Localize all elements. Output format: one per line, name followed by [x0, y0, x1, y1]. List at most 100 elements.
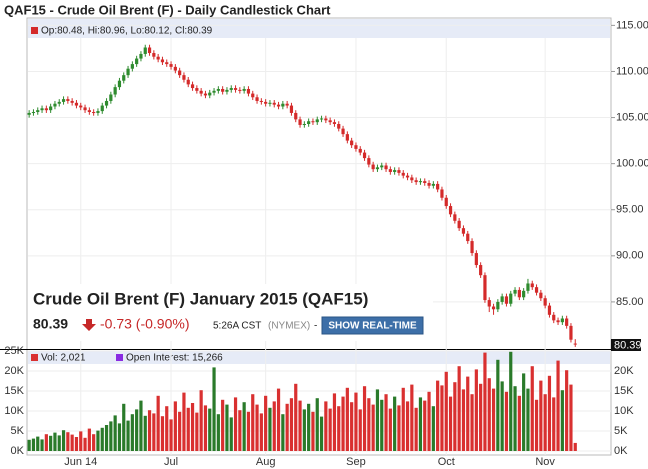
- candle-body: [74, 102, 79, 106]
- candle-body: [199, 90, 203, 94]
- volume-bar: [526, 388, 530, 451]
- volume-bar: [246, 411, 251, 451]
- volume-bar: [255, 404, 259, 451]
- volume-bar: [560, 390, 564, 451]
- volume-bar: [122, 403, 126, 451]
- y-tick-label: 0K: [11, 445, 25, 457]
- candle-body: [264, 101, 268, 104]
- volume-bar: [315, 398, 319, 451]
- candle-body: [393, 170, 397, 172]
- candle-body: [27, 112, 31, 115]
- volume-bar: [414, 407, 418, 451]
- candle-body: [178, 70, 182, 76]
- volume-bar: [328, 408, 332, 451]
- legend-text: Open Interest: 15,266: [126, 353, 223, 364]
- volume-bar: [530, 366, 534, 451]
- candle-body: [242, 88, 246, 91]
- volume-bar: [203, 405, 208, 451]
- volume-bar: [384, 394, 388, 451]
- candle-body: [517, 289, 521, 298]
- candle-body: [165, 62, 169, 65]
- y-tick-label: 20K: [4, 365, 24, 377]
- volume-bar: [259, 413, 263, 451]
- candle-body: [152, 53, 156, 57]
- volume-bar: [36, 436, 40, 451]
- candle-body: [440, 189, 444, 198]
- candle-body: [212, 90, 216, 93]
- realtime-button-label[interactable]: SHOW REAL-TIME: [328, 321, 417, 332]
- y-tick-label-right: 10K: [614, 405, 634, 417]
- candle-body: [358, 148, 362, 153]
- volume-bar: [70, 434, 74, 451]
- candle-body: [272, 102, 276, 105]
- volume-bar: [375, 389, 380, 451]
- candle-body: [311, 121, 315, 123]
- candle-body: [500, 296, 504, 302]
- volume-bar: [117, 423, 122, 451]
- volume-bar: [543, 394, 547, 451]
- volume-bar: [298, 400, 302, 451]
- y-tick-label: 105.00: [616, 111, 648, 123]
- y-tick-label: 100.00: [616, 158, 648, 170]
- candle-body: [556, 320, 560, 323]
- candle-body: [569, 325, 573, 340]
- candle-body: [307, 121, 311, 125]
- volume-bar: [337, 406, 341, 451]
- candle-body: [457, 220, 461, 229]
- volume-bar: [178, 411, 182, 451]
- volume-bar: [135, 409, 139, 451]
- volume-bar: [444, 371, 448, 451]
- candle-body: [259, 100, 263, 102]
- candle-body: [474, 253, 478, 266]
- volume-bar: [169, 419, 173, 451]
- volume-bar: [289, 398, 294, 451]
- volume-bar: [53, 432, 57, 451]
- volume-bar: [423, 400, 427, 451]
- candle-body: [483, 275, 487, 301]
- volume-bar: [474, 369, 478, 451]
- volume-bar: [216, 414, 220, 451]
- candle-body: [61, 99, 66, 102]
- candle-body: [225, 89, 229, 92]
- volume-legend-strip: [28, 351, 610, 364]
- x-tick-label: Sep: [346, 456, 366, 468]
- candle-body: [40, 108, 44, 111]
- volume-bar: [212, 367, 216, 451]
- realtime-button[interactable]: [321, 316, 424, 335]
- candle-body: [418, 181, 423, 183]
- candle-body: [285, 103, 289, 106]
- legend-strip: [28, 19, 610, 38]
- volume-bar: [87, 428, 91, 451]
- candle-body: [453, 214, 457, 221]
- candle-body: [337, 124, 341, 129]
- candle-body: [444, 197, 448, 207]
- candle-body: [487, 300, 491, 307]
- candle-body: [126, 68, 130, 76]
- volume-bar: [517, 395, 521, 451]
- candle-body: [57, 101, 61, 104]
- candle-body: [276, 104, 281, 107]
- candle-body: [539, 292, 543, 299]
- candle-body: [560, 318, 564, 323]
- candle-body: [96, 111, 100, 113]
- price-change: -0.73 (-0.90%): [100, 316, 189, 332]
- candle-body: [543, 298, 547, 306]
- volume-bar: [354, 392, 358, 451]
- candle-body: [233, 88, 238, 90]
- y-tick-label: 115.00: [616, 19, 648, 31]
- candle-body: [552, 314, 556, 321]
- candle-body: [92, 112, 96, 114]
- candle-body: [79, 105, 83, 108]
- volume-bar: [165, 406, 169, 451]
- volume-bar: [285, 403, 289, 451]
- volume-bar: [302, 409, 306, 451]
- candle-body: [530, 283, 534, 288]
- volume-bar: [539, 380, 543, 451]
- volume-bar: [319, 416, 324, 451]
- candle-body: [49, 106, 53, 111]
- volume-bar: [345, 387, 349, 451]
- candle-body: [324, 118, 328, 121]
- candle-body: [397, 170, 401, 173]
- volume-bar: [100, 427, 104, 451]
